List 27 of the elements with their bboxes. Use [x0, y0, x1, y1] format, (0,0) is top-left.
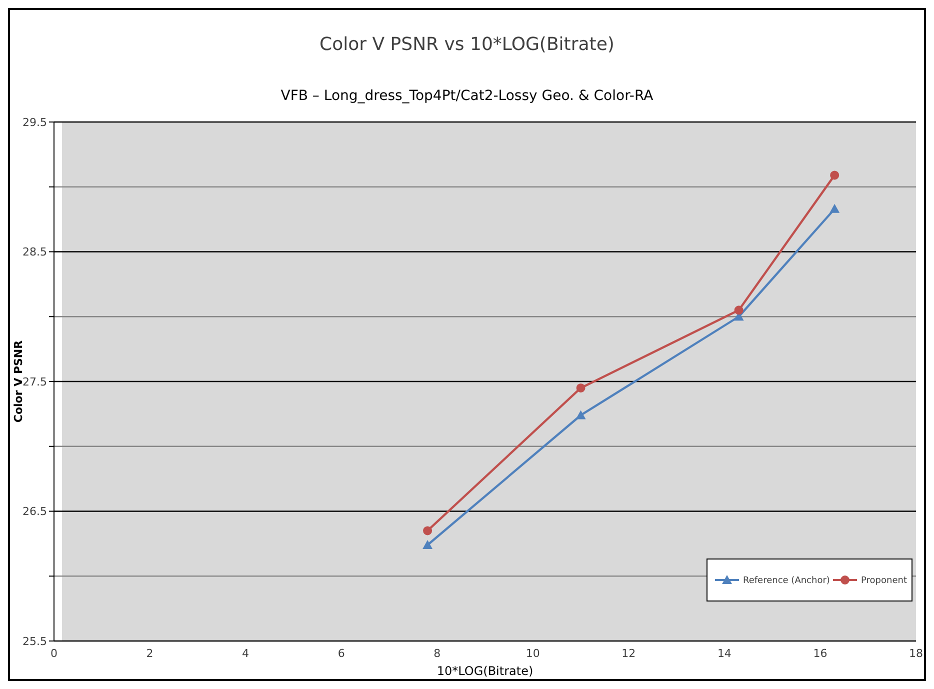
point	[734, 306, 744, 315]
point	[830, 204, 840, 213]
x-tick-label: 8	[434, 647, 441, 660]
x-tick-label: 4	[242, 647, 250, 660]
chart-title: Color V PSNR vs 10*LOG(Bitrate)	[320, 34, 614, 55]
legend-label: Proponent	[861, 576, 908, 586]
x-tick-label: 0	[50, 647, 58, 660]
chart-subtitle: VFB – Long_dress_Top4Pt/Cat2-Lossy Geo. & Color-RA	[280, 88, 654, 104]
x-tick-label: 6	[338, 647, 345, 660]
point	[576, 383, 586, 392]
x-tick-label: 10	[526, 647, 540, 660]
x-axis-title: 10*LOG(Bitrate)	[436, 664, 534, 678]
x-tick-label: 2	[146, 647, 154, 660]
x-tick-label: 18	[909, 647, 923, 660]
y-tick-label: 26.5	[22, 505, 47, 518]
y-tick-label: 27.5	[22, 375, 47, 388]
y-tick-label: 28.5	[22, 246, 47, 259]
x-tick-label: 16	[813, 647, 828, 660]
legend-label: Reference (Anchor)	[743, 576, 830, 586]
x-tick-label: 12	[622, 647, 636, 660]
point	[576, 410, 586, 420]
point	[423, 526, 432, 536]
y-tick-label: 29.5	[22, 116, 47, 129]
y-tick-label: 25.5	[22, 634, 47, 648]
x-tick-label: 14	[717, 647, 732, 660]
point	[422, 540, 433, 549]
point	[830, 170, 840, 180]
